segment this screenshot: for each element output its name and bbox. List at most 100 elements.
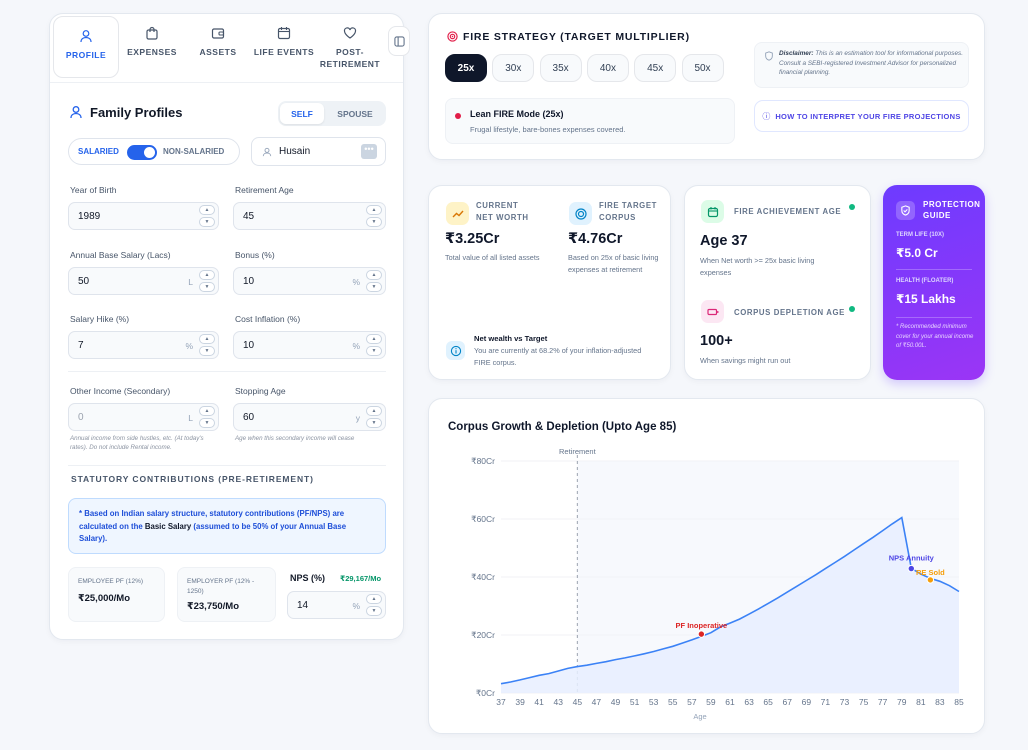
achievement-desc: When Net worth >= 25x basic living expen… <box>700 256 815 277</box>
nps-amount: ₹29,167/Mo <box>340 574 382 583</box>
nps-stepper[interactable]: ▲ ▼ <box>366 594 382 616</box>
tab-profile[interactable]: PROFILE <box>53 16 119 78</box>
x-axis-label: Age <box>693 712 706 721</box>
retirement-age-value: 45 <box>243 210 255 222</box>
retirement-age-input[interactable]: 45 ▲ ▼ <box>233 202 386 230</box>
tab-label: POST- RETIREMENT <box>319 47 381 69</box>
employment-type-switch: SALARIED NON-SALARIED <box>68 138 240 165</box>
nps-input[interactable]: 14% ▲ ▼ <box>287 591 386 619</box>
x-tick-label: 45 <box>573 697 583 707</box>
net-vs-target-desc: You are currently at 68.2% of your infla… <box>474 346 642 367</box>
salaried-label[interactable]: SALARIED <box>78 147 119 156</box>
x-tick-label: 67 <box>783 697 793 707</box>
other-income-unit: L <box>188 413 193 423</box>
tab-assets[interactable]: ASSETS <box>185 14 251 84</box>
x-tick-label: 53 <box>649 697 659 707</box>
profile-name-input[interactable]: Husain ••• <box>251 137 386 166</box>
divider <box>50 82 403 83</box>
x-tick-label: 85 <box>954 697 964 707</box>
target-corpus-icon-box <box>569 202 592 225</box>
disclaimer-bold: Disclaimer: <box>779 50 814 57</box>
bonus-input[interactable]: 10% ▲ ▼ <box>233 267 386 295</box>
chart-title: Corpus Growth & Depletion (Upto Age 85) <box>448 421 677 433</box>
employment-toggle[interactable] <box>127 145 157 160</box>
health-label: HEALTH (FLOATER) <box>896 278 954 284</box>
stopping-age-hint: Age when this secondary income will ceas… <box>235 435 355 442</box>
year-of-birth-stepper[interactable]: ▲ ▼ <box>199 205 215 227</box>
annual-salary-stepper[interactable]: ▲ ▼ <box>199 270 215 292</box>
multiplier-40x[interactable]: 40x <box>586 54 629 82</box>
target-icon <box>574 207 587 220</box>
bag-icon <box>146 26 158 40</box>
annotation-point <box>926 576 935 584</box>
bonus-stepper[interactable]: ▲ ▼ <box>366 270 382 292</box>
stopping-age-label: Stopping Age <box>235 386 286 396</box>
net-worth-label: CURRENT NET WORTH <box>476 201 529 222</box>
x-tick-label: 61 <box>725 697 735 707</box>
multiplier-35x[interactable]: 35x <box>539 54 582 82</box>
fire-age-panel: FIRE ACHIEVEMENT AGE Age 37 When Net wor… <box>684 185 871 380</box>
multiplier-50x[interactable]: 50x <box>681 54 724 82</box>
other-income-stepper[interactable]: ▲ ▼ <box>199 406 215 428</box>
multiplier-30x[interactable]: 30x <box>492 54 535 82</box>
annotation-point <box>697 630 706 638</box>
shield-icon <box>901 205 910 216</box>
tab-expenses[interactable]: EXPENSES <box>119 14 185 84</box>
x-tick-label: 57 <box>687 697 697 707</box>
disclaimer-box: Disclaimer: This is an estimation tool f… <box>754 42 969 88</box>
stopping-age-value: 60 <box>243 411 255 423</box>
net-vs-target-title: Net wealth vs Target <box>474 334 548 343</box>
cost-inflation-input[interactable]: 10% ▲ ▼ <box>233 331 386 359</box>
retirement-age-stepper[interactable]: ▲ ▼ <box>366 205 382 227</box>
y-tick-label: ₹0Cr <box>476 688 495 698</box>
other-income-label: Other Income (Secondary) <box>70 386 171 396</box>
cost-inflation-label: Cost Inflation (%) <box>235 314 301 324</box>
annual-salary-input[interactable]: 50 L ▲ ▼ <box>68 267 219 295</box>
non-salaried-label[interactable]: NON-SALARIED <box>163 147 225 156</box>
x-tick-label: 59 <box>706 697 716 707</box>
x-tick-label: 43 <box>554 697 564 707</box>
multiplier-25x[interactable]: 25x <box>445 54 487 82</box>
salary-hike-value: 7 <box>78 339 84 351</box>
spouse-tab[interactable]: SPOUSE <box>337 108 373 119</box>
disclaimer-body: This is an estimation tool for informati… <box>779 50 964 76</box>
annual-salary-value: 50 <box>78 275 90 287</box>
year-of-birth-input[interactable]: 1989 ▲ ▼ <box>68 202 219 230</box>
salary-hike-label: Salary Hike (%) <box>70 314 130 324</box>
multiplier-45x[interactable]: 45x <box>634 54 677 82</box>
retirement-age-label: Retirement Age <box>235 185 294 195</box>
tab-post-retirement[interactable]: POST- RETIREMENT <box>317 14 383 84</box>
stopping-age-stepper[interactable]: ▲ ▼ <box>366 406 382 428</box>
x-tick-label: 71 <box>821 697 831 707</box>
depletion-value: 100+ <box>700 333 733 349</box>
annual-salary-label: Annual Base Salary (Lacs) <box>70 250 171 260</box>
heart-icon <box>343 27 357 39</box>
annual-salary-unit: L <box>188 277 193 287</box>
year-of-birth-value: 1989 <box>78 210 101 222</box>
tab-life-events[interactable]: LIFE EVENTS <box>251 14 317 84</box>
self-tab[interactable]: SELF <box>280 103 324 124</box>
fire-strategy-panel: FIRE STRATEGY (TARGET MULTIPLIER) 25x 30x… <box>428 13 985 160</box>
achievement-value: Age 37 <box>700 233 748 249</box>
salary-hike-stepper[interactable]: ▲ ▼ <box>199 334 215 356</box>
fire-mode-title: Lean FIRE Mode (25x) <box>470 109 564 119</box>
cost-inflation-stepper[interactable]: ▲ ▼ <box>366 334 382 356</box>
other-income-input[interactable]: 0 L ▲ ▼ <box>68 403 219 431</box>
more-options-button[interactable]: ••• <box>361 144 377 159</box>
statutory-note-suffix: (assumed to be 50% of your Annual Base S… <box>79 521 347 544</box>
x-tick-label: 69 <box>802 697 812 707</box>
tab-label: EXPENSES <box>127 47 177 57</box>
achievement-icon-box <box>701 200 724 223</box>
employer-pf-value: ₹23,750/Mo <box>187 601 240 612</box>
x-tick-label: 49 <box>611 697 621 707</box>
divider <box>896 269 972 270</box>
x-tick-label: 65 <box>763 697 773 707</box>
employee-pf-value: ₹25,000/Mo <box>78 593 131 604</box>
target-corpus-label: FIRE TARGET CORPUS <box>599 201 657 222</box>
interpret-projections-button[interactable]: ⓘ HOW TO INTERPRET YOUR FIRE PROJECTIONS <box>754 100 969 132</box>
interpret-label: HOW TO INTERPRET YOUR FIRE PROJECTIONS <box>775 111 961 121</box>
y-tick-label: ₹60Cr <box>471 514 495 524</box>
salary-hike-input[interactable]: 7% ▲ ▼ <box>68 331 219 359</box>
stopping-age-input[interactable]: 60 y ▲ ▼ <box>233 403 386 431</box>
collapse-panel-button[interactable] <box>388 26 410 56</box>
